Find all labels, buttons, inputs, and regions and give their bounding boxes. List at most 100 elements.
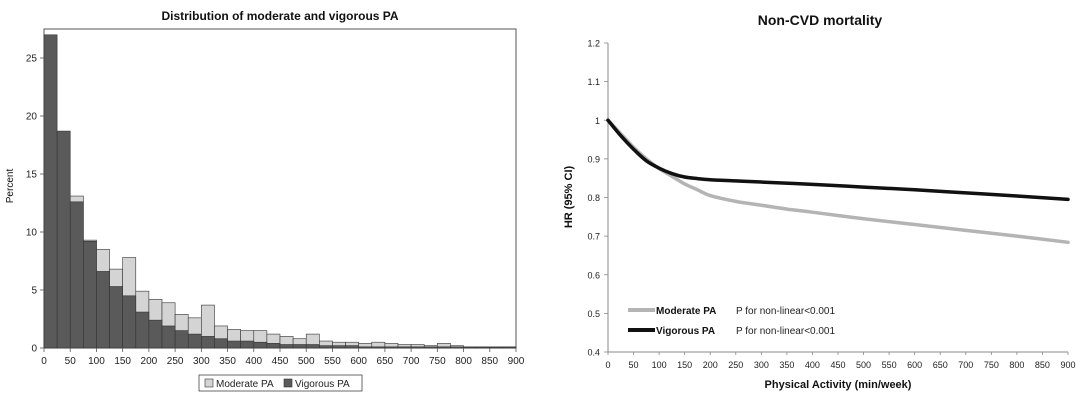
x-tick-label: 550 (324, 356, 341, 367)
x-tick-label: 150 (114, 356, 131, 367)
vigorous-pa-bar (319, 345, 333, 349)
x-tick-label: 300 (754, 360, 769, 370)
x-tick-label: 250 (167, 356, 184, 367)
histogram-x-ticks: 0 50 100 150 200 250 300 350 400 450 500 550 600 650 7… (41, 348, 525, 367)
x-tick-label: 200 (141, 356, 158, 367)
x-tick-label: 350 (779, 360, 794, 370)
x-tick-label: 800 (455, 356, 472, 367)
y-tick-label: 0.5 (587, 309, 600, 319)
vigorous-pa-bar (371, 346, 386, 349)
vigorous-pa-bar (437, 346, 451, 349)
line-chart-legend: Moderate PA P for non-linear<0.001 Vigor… (628, 306, 835, 337)
vigorous-pa-bar (69, 201, 84, 349)
y-tick-label: 0.8 (587, 193, 600, 203)
y-tick-label: 1.1 (587, 77, 600, 87)
vigorous-pa-bar (214, 338, 228, 349)
x-tick-label: 0 (41, 356, 47, 367)
x-tick-label: 450 (830, 360, 845, 370)
legend-label-moderate-line: Moderate PA (656, 306, 716, 317)
x-tick-label: 150 (677, 360, 692, 370)
y-tick-label: 0.4 (587, 348, 600, 358)
vigorous-pa-bar (502, 347, 517, 349)
vigorous-pa-bar (240, 340, 255, 349)
x-tick-label: 600 (350, 356, 367, 367)
y-tick-label: 1 (595, 116, 600, 126)
vigorous-pa-line (606, 118, 1070, 202)
x-tick-label: 850 (1035, 360, 1050, 370)
y-tick-label: 20 (26, 112, 38, 123)
x-tick-label: 400 (805, 360, 820, 370)
moderate-pa-line (606, 118, 1070, 245)
x-tick-label: 0 (605, 360, 610, 370)
line-chart-x-axis-label: Physical Activity (min/week) (765, 379, 912, 391)
x-tick-label: 650 (933, 360, 948, 370)
y-tick-label: 5 (31, 286, 37, 297)
legend-label-moderate: Moderate PA (216, 379, 274, 390)
vigorous-pa-bar (489, 347, 504, 349)
y-tick-label: 0.6 (587, 270, 600, 280)
vigorous-pa-bar (43, 34, 58, 349)
x-tick-label: 100 (88, 356, 105, 367)
vigorous-pa-bar (56, 130, 71, 349)
x-tick-label: 650 (377, 356, 394, 367)
vigorous-pa-bar (463, 347, 477, 349)
x-tick-label: 500 (298, 356, 315, 367)
vigorous-pa-bar (161, 325, 176, 349)
vigorous-pa-bar (384, 346, 399, 349)
x-tick-label: 600 (907, 360, 922, 370)
vigorous-pa-bar (345, 345, 359, 349)
y-tick-label: 0.7 (587, 232, 600, 242)
y-tick-label: 10 (26, 228, 38, 239)
vigorous-pa-bar (148, 319, 163, 349)
x-tick-label: 300 (193, 356, 210, 367)
x-tick-label: 500 (856, 360, 871, 370)
vigorous-pa-bar (397, 346, 412, 349)
x-tick-label: 550 (882, 360, 897, 370)
vigorous-pa-bar (450, 346, 464, 349)
legend-annotation-vigorous: P for non-linear<0.001 (736, 326, 835, 337)
vigorous-pa-bar (332, 345, 346, 349)
x-tick-label: 800 (1009, 360, 1024, 370)
x-tick-label: 900 (1060, 360, 1075, 370)
y-tick-label: 0 (31, 344, 37, 355)
vigorous-pa-bars (43, 34, 517, 349)
x-tick-label: 700 (958, 360, 973, 370)
legend-swatch-vigorous (283, 378, 293, 388)
vigorous-pa-bar (253, 341, 268, 349)
legend-frame (198, 374, 363, 392)
histogram-legend: Moderate PA Vigorous PA (198, 374, 363, 392)
vigorous-pa-bar (266, 343, 281, 349)
vigorous-pa-bar (292, 344, 307, 349)
x-tick-label: 900 (508, 356, 525, 367)
histogram-title: Distribution of moderate and vigorous PA (161, 9, 398, 23)
histogram-chart: Distribution of moderate and vigorous PA… (5, 9, 525, 392)
line-chart-y-ticks: 0.4 0.5 0.6 0.7 0.8 0.9 1 1.1 1.2 (587, 39, 608, 358)
x-tick-label: 850 (481, 356, 498, 367)
vigorous-pa-bar (358, 346, 373, 349)
vigorous-pa-bar (305, 344, 320, 349)
x-tick-label: 50 (65, 356, 77, 367)
line-chart-x-ticks: 0 50 100 150 200 250 300 350 400 450 500 550 600 650 7… (605, 352, 1076, 370)
x-tick-label: 450 (272, 356, 289, 367)
x-tick-label: 200 (703, 360, 718, 370)
vigorous-pa-bar (135, 311, 150, 349)
line-chart: Non-CVD mortality HR (95% CI) Physical A… (563, 12, 1076, 391)
vigorous-pa-bar (174, 330, 189, 349)
x-tick-label: 350 (219, 356, 236, 367)
vigorous-pa-bar (122, 295, 137, 349)
x-tick-label: 750 (429, 356, 446, 367)
vigorous-pa-bar (227, 340, 241, 349)
vigorous-pa-bar (96, 271, 110, 349)
histogram-y-ticks: 0 5 10 15 20 25 (26, 54, 44, 355)
x-tick-label: 100 (652, 360, 667, 370)
legend-swatch-moderate (204, 378, 214, 388)
x-tick-label: 50 (629, 360, 639, 370)
legend-label-vigorous: Vigorous PA (295, 379, 350, 390)
legend-annotation-moderate: P for non-linear<0.001 (736, 306, 835, 317)
legend-label-vigorous-line: Vigorous PA (656, 326, 715, 337)
y-tick-label: 25 (26, 54, 38, 65)
y-tick-label: 15 (26, 170, 38, 181)
vigorous-pa-bar (279, 344, 294, 349)
vigorous-pa-bar (83, 240, 97, 349)
